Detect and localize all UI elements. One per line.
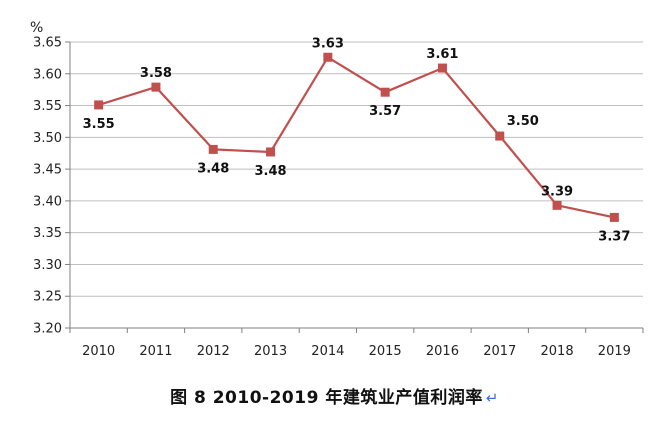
return-mark-icon: ↵ (485, 389, 499, 407)
gridlines (70, 41, 643, 297)
y-tick-label: 3.50 (33, 131, 62, 146)
y-axis-unit-label: % (30, 20, 43, 36)
data-point-marker (208, 144, 218, 154)
data-point-marker (151, 82, 161, 92)
y-tick-label: 3.25 (33, 290, 62, 305)
caption-text: 图 8 2010-2019 年建筑业产值利润率 (170, 388, 483, 408)
data-label: 3.57 (369, 104, 401, 119)
y-tick-label: 3.55 (33, 99, 62, 114)
x-axis-ticks: 2010 2011 2012 2013 2014 2015 2016 2017 2018 2019 (69, 328, 644, 359)
x-tick-label: 2019 (598, 344, 631, 359)
x-tick-label: 2018 (541, 344, 574, 359)
data-label: 3.39 (541, 184, 573, 199)
data-label: 3.50 (507, 114, 539, 129)
line-chart: % 3.203.253.303.353.403.453.503.553.603.… (30, 20, 644, 359)
x-tick-label: 2012 (197, 344, 230, 359)
data-point-marker (437, 63, 447, 73)
data-point-marker (380, 87, 390, 97)
data-label: 3.48 (197, 161, 229, 176)
y-tick-label: 3.45 (33, 163, 62, 178)
y-tick-label: 3.65 (33, 36, 62, 51)
data-label: 3.55 (83, 117, 115, 132)
data-label: 3.37 (598, 229, 630, 244)
y-tick-label: 3.40 (33, 194, 62, 209)
data-labels: 3.55 3.58 3.48 3.48 3.63 3.57 3.61 3.50 3.39 3.37 (83, 36, 631, 244)
data-point-marker (323, 52, 333, 62)
data-label: 3.63 (312, 36, 344, 51)
data-point-marker (94, 100, 104, 110)
data-point-marker (266, 147, 276, 157)
y-tick-label: 3.60 (33, 67, 62, 82)
axes (69, 42, 643, 329)
y-axis-ticks: 3.20 3.25 3.30 3.35 3.40 3.45 3.50 3.55 3.60 3.65 (33, 36, 70, 337)
series-markers (94, 52, 619, 222)
y-tick-label: 3.30 (33, 258, 62, 273)
data-label: 3.58 (140, 66, 172, 81)
x-tick-label: 2010 (82, 344, 115, 359)
x-tick-label: 2017 (483, 344, 516, 359)
series-line-path (98, 56, 615, 219)
data-label: 3.48 (255, 164, 287, 179)
x-tick-label: 2016 (426, 344, 459, 359)
data-point-marker (552, 200, 562, 210)
x-tick-label: 2011 (139, 344, 172, 359)
data-point-marker (609, 212, 619, 222)
data-label: 3.61 (426, 47, 458, 62)
data-point-marker (495, 131, 505, 141)
x-tick-label: 2015 (369, 344, 402, 359)
figure-caption: 图 8 2010-2019 年建筑业产值利润率 ↵ (0, 383, 669, 408)
y-tick-label: 3.20 (33, 322, 62, 337)
x-tick-label: 2014 (311, 344, 344, 359)
y-tick-label: 3.35 (33, 226, 62, 241)
series-line (98, 56, 615, 219)
x-tick-label: 2013 (254, 344, 287, 359)
